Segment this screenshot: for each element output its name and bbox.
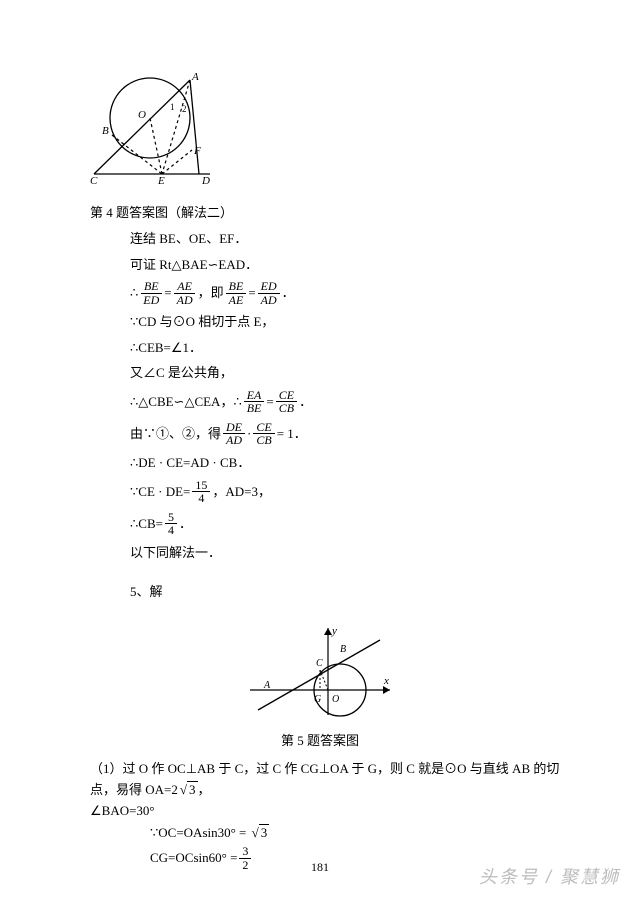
q5-angle: ∠BAO=30° — [90, 801, 560, 822]
step-ratio1: ∴ BEED = AEAD ，即 BEAE = EDAD ． ① — [130, 280, 590, 306]
step-angle: ∴CEB=∠1． — [130, 338, 590, 358]
caption-q5: 第 5 题答案图 — [50, 730, 590, 749]
answer5-diagram: A B C G O x y — [50, 620, 590, 724]
svg-text:A: A — [263, 680, 271, 691]
step-connect: 连结 BE、OE、EF． — [130, 229, 590, 249]
svg-text:O: O — [332, 694, 339, 705]
step-combine: 由∵①、②，得 DEAD · CECB = 1． — [130, 421, 590, 447]
step-product: ∴DE · CE=AD · CB． — [130, 453, 590, 473]
svg-text:y: y — [331, 625, 337, 637]
label-B: B — [102, 125, 109, 137]
step-same-as-method1: 以下同解法一． — [130, 543, 590, 563]
step-tangent: ∵CD 与⊙O 相切于点 E， — [130, 312, 590, 332]
label-D: D — [201, 175, 210, 187]
svg-text:G: G — [314, 694, 321, 705]
svg-text:x: x — [383, 675, 389, 687]
q5-part1: （1）过 O 作 OC⊥AB 于 C，过 C 作 CG⊥OA 于 G，则 C 就… — [90, 759, 560, 801]
step-result-cb: ∴CB= 54 ． — [130, 511, 590, 537]
answer4-diagram: A B C D E F O 1 2 — [90, 70, 590, 194]
svg-text:C: C — [316, 658, 323, 669]
label-O: O — [138, 109, 146, 121]
label-A: A — [191, 71, 199, 83]
step-similar1: 可证 Rt△BAE∽EAD． — [130, 255, 590, 275]
label-2: 2 — [182, 104, 187, 114]
label-F: F — [193, 145, 201, 157]
step-substitute: ∵CE · DE= 154 ，AD=3， — [130, 479, 590, 505]
label-E: E — [157, 175, 165, 187]
svg-text:B: B — [340, 644, 346, 655]
q5-heading: 5、解 — [130, 582, 590, 602]
q5-oc: ∵OC=OAsin30° = 3 — [150, 825, 590, 841]
watermark: 头条号 / 聚慧狮 — [479, 863, 620, 889]
step-common-angle: 又∠C 是公共角， — [130, 363, 590, 383]
label-C: C — [90, 175, 98, 187]
step-similar2: ∴△CBE∽△CEA，∴ EABE = CECB ． ② — [130, 389, 590, 415]
label-1: 1 — [170, 102, 175, 112]
caption-q4: 第 4 题答案图（解法二） — [90, 202, 590, 221]
